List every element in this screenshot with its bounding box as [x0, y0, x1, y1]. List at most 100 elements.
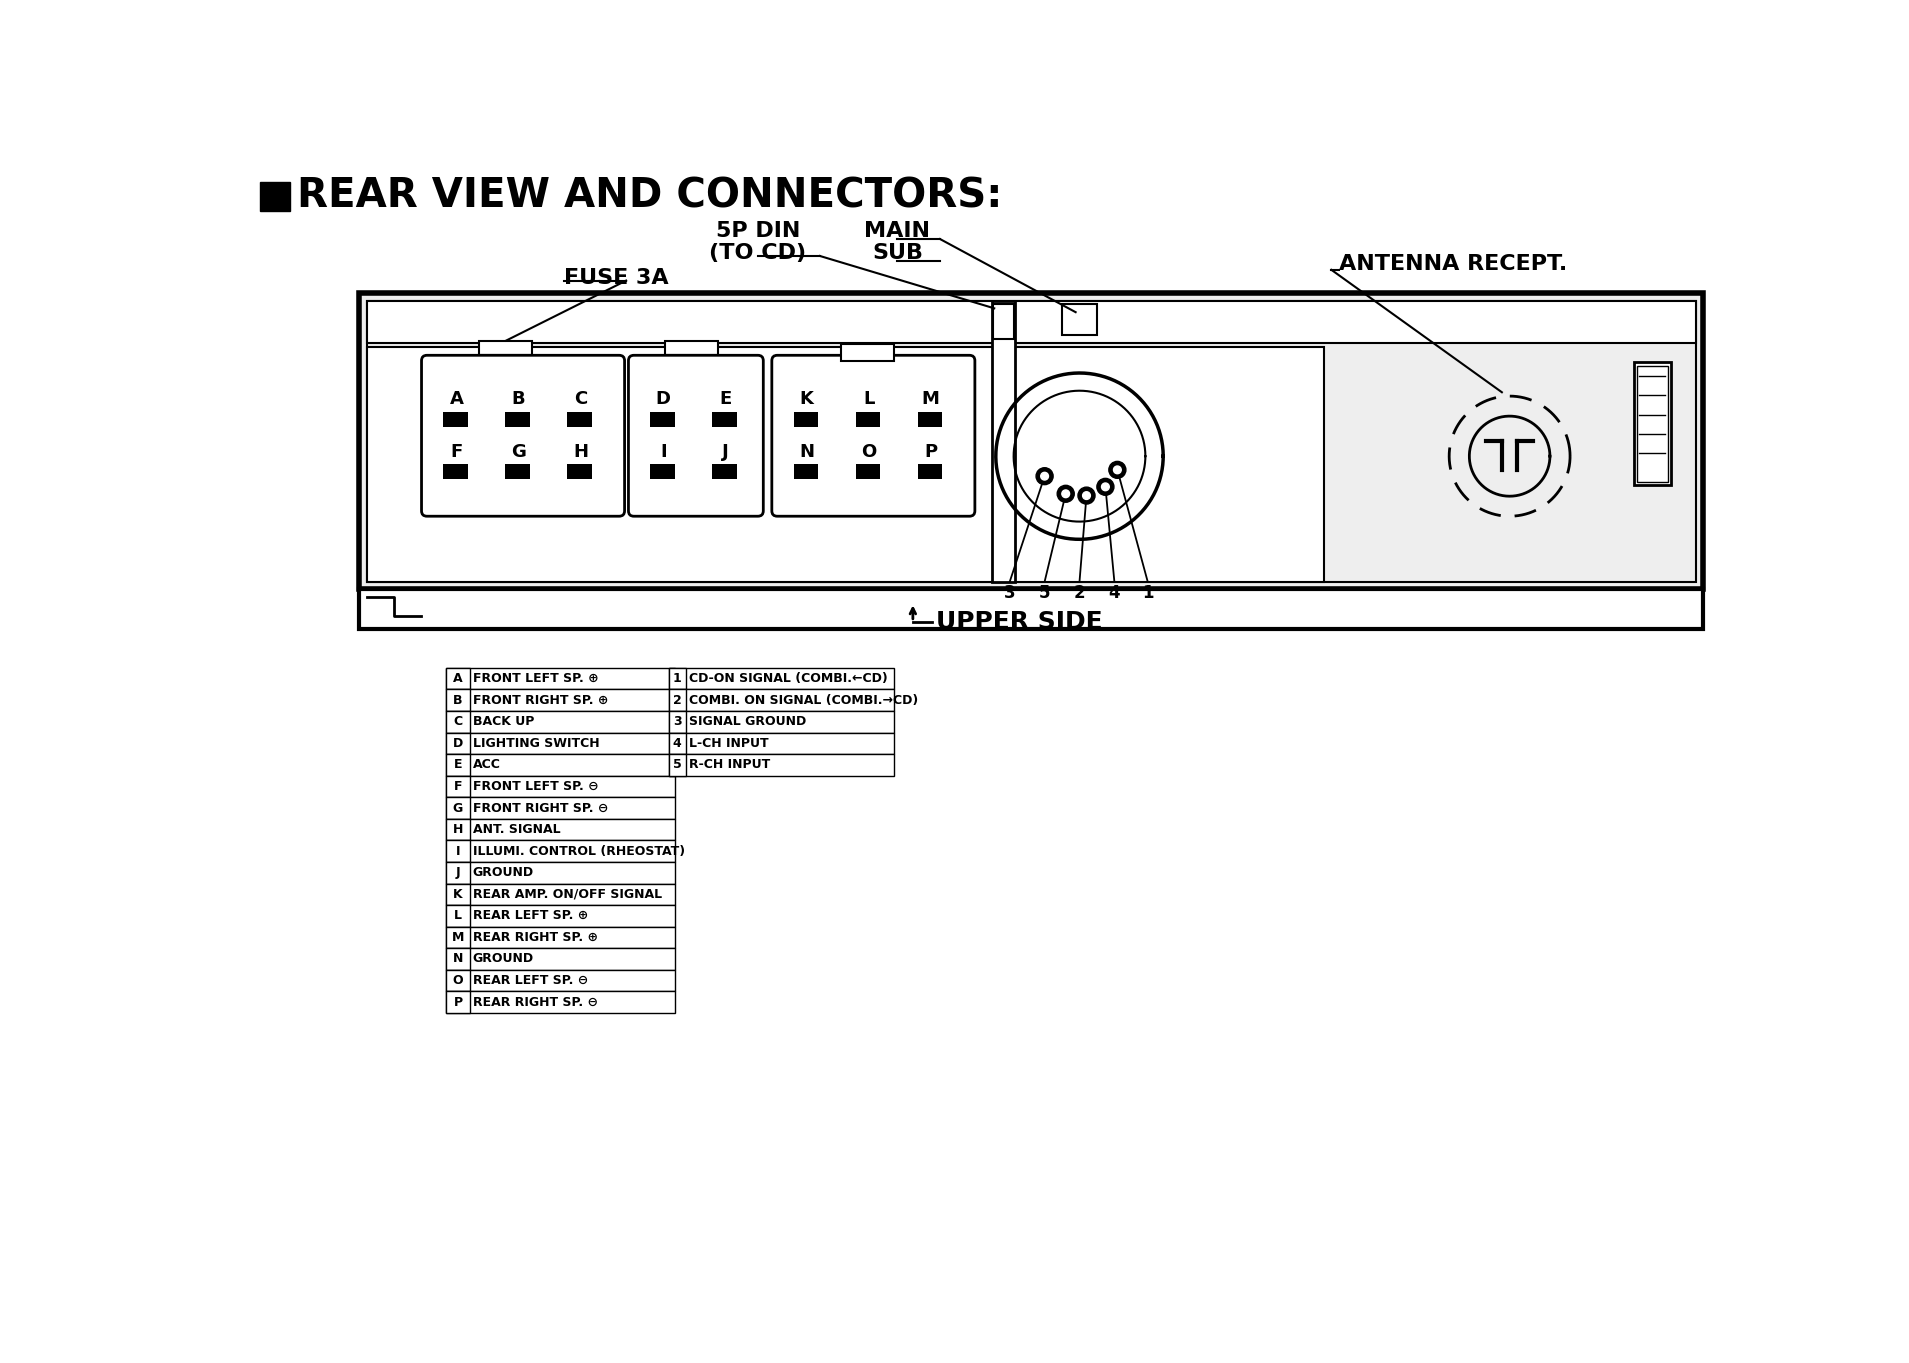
- Bar: [651, 412, 676, 427]
- Text: J: J: [456, 867, 460, 879]
- Text: P: P: [454, 995, 462, 1009]
- Bar: [447, 905, 470, 927]
- Circle shape: [1098, 478, 1115, 495]
- Text: UPPER SIDE: UPPER SIDE: [935, 609, 1103, 634]
- Bar: [447, 668, 470, 690]
- Text: (TO CD): (TO CD): [710, 243, 806, 263]
- Text: G: G: [452, 801, 464, 815]
- Text: FRONT LEFT SP. ⊖: FRONT LEFT SP. ⊖: [473, 780, 598, 793]
- Text: F: F: [451, 443, 462, 461]
- Bar: [447, 861, 676, 883]
- Bar: [447, 927, 470, 949]
- Circle shape: [1109, 462, 1126, 478]
- Bar: [567, 412, 592, 427]
- Text: E: E: [720, 390, 731, 408]
- Bar: [447, 841, 470, 861]
- Text: 2: 2: [672, 694, 682, 707]
- Bar: [260, 183, 290, 211]
- Bar: [447, 905, 676, 927]
- Bar: [447, 776, 470, 797]
- Bar: [447, 949, 470, 969]
- Bar: [668, 668, 685, 690]
- Bar: [506, 412, 531, 427]
- Text: D: D: [657, 390, 670, 408]
- Bar: [664, 341, 718, 354]
- Bar: [668, 711, 893, 732]
- Text: I: I: [456, 845, 460, 857]
- FancyBboxPatch shape: [628, 356, 764, 517]
- Text: H: H: [573, 443, 588, 461]
- Bar: [447, 841, 676, 861]
- Text: I: I: [661, 443, 666, 461]
- Bar: [1063, 304, 1096, 335]
- Text: REAR LEFT SP. ⊖: REAR LEFT SP. ⊖: [473, 975, 588, 987]
- Bar: [447, 668, 676, 690]
- Bar: [668, 690, 685, 711]
- Text: C: C: [454, 716, 462, 728]
- Text: C: C: [575, 390, 588, 408]
- Text: O: O: [452, 975, 464, 987]
- Circle shape: [1079, 487, 1096, 504]
- Text: P: P: [924, 443, 937, 461]
- FancyBboxPatch shape: [771, 356, 975, 517]
- Bar: [567, 463, 592, 480]
- Text: 5P DIN: 5P DIN: [716, 221, 800, 241]
- Bar: [443, 463, 468, 480]
- Bar: [447, 690, 676, 711]
- Text: J: J: [722, 443, 729, 461]
- Text: 4: 4: [672, 737, 682, 750]
- Bar: [359, 589, 1703, 630]
- Text: SIGNAL GROUND: SIGNAL GROUND: [689, 716, 806, 728]
- Bar: [367, 346, 1323, 582]
- Text: M: M: [452, 931, 464, 945]
- Circle shape: [1101, 483, 1109, 491]
- Circle shape: [1061, 489, 1069, 497]
- Bar: [993, 304, 1014, 339]
- Text: B: B: [512, 390, 525, 408]
- Text: GROUND: GROUND: [473, 953, 535, 965]
- Circle shape: [1082, 492, 1090, 499]
- Bar: [668, 668, 893, 690]
- Text: REAR AMP. ON/OFF SIGNAL: REAR AMP. ON/OFF SIGNAL: [473, 887, 662, 901]
- Bar: [447, 883, 676, 905]
- Text: G: G: [512, 443, 525, 461]
- Bar: [668, 732, 685, 754]
- Text: LIGHTING SWITCH: LIGHTING SWITCH: [473, 737, 599, 750]
- Bar: [668, 732, 893, 754]
- Bar: [1636, 367, 1668, 481]
- Bar: [447, 927, 676, 949]
- Text: REAR RIGHT SP. ⊕: REAR RIGHT SP. ⊕: [473, 931, 598, 945]
- Text: 1: 1: [1142, 585, 1153, 602]
- Text: M: M: [922, 390, 939, 408]
- Text: REAR VIEW AND CONNECTORS:: REAR VIEW AND CONNECTORS:: [296, 177, 1002, 217]
- Bar: [668, 711, 685, 732]
- Text: 5: 5: [1038, 585, 1050, 602]
- Bar: [651, 463, 676, 480]
- Text: SUB: SUB: [872, 243, 922, 263]
- Text: H: H: [452, 823, 464, 836]
- Bar: [918, 463, 943, 480]
- Text: ACC: ACC: [473, 758, 500, 771]
- Text: 5: 5: [672, 758, 682, 771]
- Bar: [447, 732, 470, 754]
- Circle shape: [1113, 466, 1121, 474]
- Text: L-CH INPUT: L-CH INPUT: [689, 737, 769, 750]
- Bar: [794, 412, 819, 427]
- Bar: [993, 301, 1016, 582]
- Bar: [447, 754, 470, 776]
- Text: K: K: [452, 887, 462, 901]
- Bar: [447, 732, 676, 754]
- Bar: [668, 754, 685, 776]
- Text: O: O: [861, 443, 876, 461]
- Text: GROUND: GROUND: [473, 867, 535, 879]
- Bar: [447, 991, 470, 1013]
- Text: 2: 2: [1073, 585, 1086, 602]
- Bar: [447, 819, 470, 841]
- Bar: [918, 412, 943, 427]
- Text: FRONT RIGHT SP. ⊖: FRONT RIGHT SP. ⊖: [473, 801, 609, 815]
- Text: L: L: [863, 390, 874, 408]
- Bar: [359, 293, 1703, 589]
- Text: 4: 4: [1109, 585, 1121, 602]
- Bar: [447, 991, 676, 1013]
- Text: A: A: [449, 390, 464, 408]
